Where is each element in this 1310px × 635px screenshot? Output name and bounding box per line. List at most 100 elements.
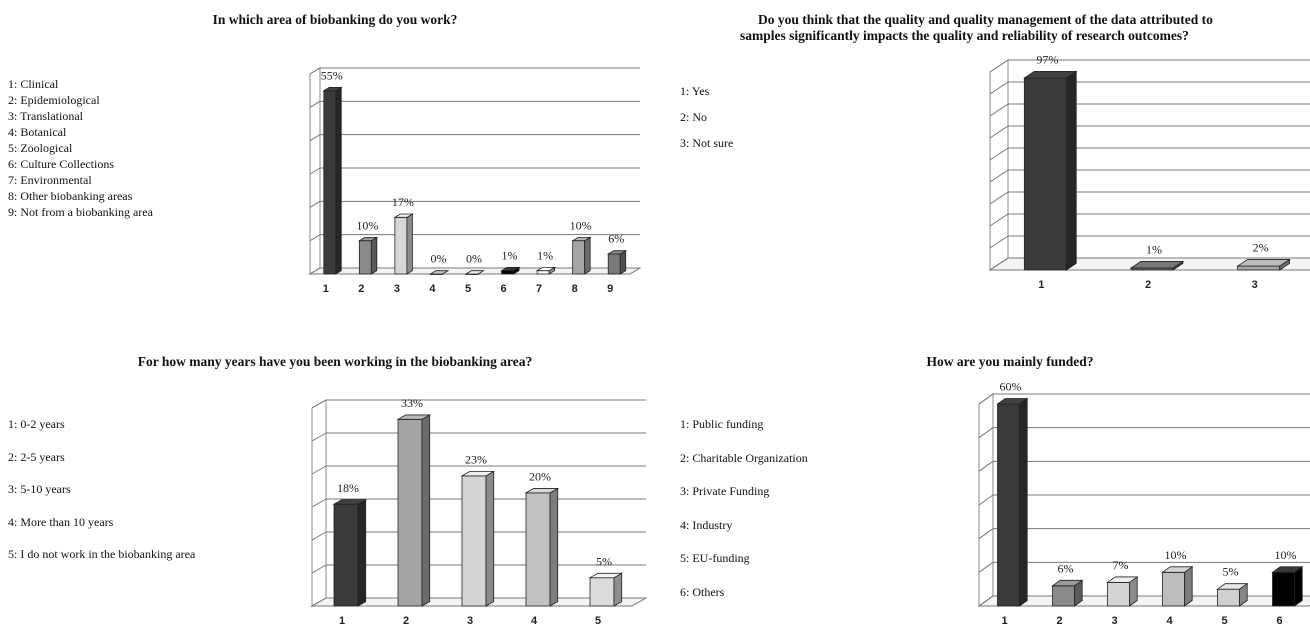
chart3-legend-entry: 1: 0-2 years <box>8 417 65 431</box>
chart3-bar-4-side <box>549 487 559 607</box>
chart2-value-label: 1% <box>1146 242 1162 256</box>
chart2-gridline-side <box>989 257 1009 271</box>
chart1-legend: 1: Clinical 2: Epidemiological 3: Translat… <box>8 76 153 220</box>
chart4-bar-5-front <box>1217 588 1240 607</box>
chart1-gridline-side <box>309 200 321 208</box>
chart3-bar-3-side <box>485 470 495 607</box>
chart1-bar-3-side <box>406 213 413 275</box>
chart1-legend-entry: 6: Culture Collections <box>8 157 114 171</box>
chart4-value-label: 7% <box>1113 558 1129 572</box>
chart1-tick-label: 1 <box>323 283 329 295</box>
chart1-gridline-side <box>309 100 321 108</box>
chart4-bar-2-front <box>1052 585 1075 607</box>
chart2-tick-label: 2 <box>1145 279 1151 291</box>
chart4-legend-entry: 4: Industry <box>680 517 733 532</box>
chart1-bar-9-side <box>619 249 627 275</box>
chart3-tick-label: 5 <box>595 615 601 627</box>
chart1-bar-9-top <box>606 250 628 255</box>
chart1-gridline-side <box>309 167 321 175</box>
chart4-bar-1-side <box>1019 397 1028 607</box>
chart1-legend-entry: 7: Environmental <box>8 173 92 187</box>
chart4-bar-6-top <box>1271 566 1304 573</box>
chart1-tick-label: 7 <box>536 283 542 295</box>
chart4-value-label: 60% <box>1000 380 1022 394</box>
chart2-side-wall <box>989 59 1009 271</box>
chart1-tick-label: 4 <box>429 283 436 295</box>
chart2-value-label: 97% <box>1036 52 1058 66</box>
chart1-legend-entry: 8: Other biobanking areas <box>8 189 133 203</box>
chart1-bar-1-front <box>323 90 337 275</box>
chart1-bar-1-top <box>322 86 343 92</box>
chart4-legend-entry: 3: Private Funding <box>680 484 770 498</box>
chart1-tick-label: 9 <box>607 283 613 295</box>
chart4-gridline-side <box>978 494 994 506</box>
chart1-value-label: 55% <box>321 68 343 82</box>
chart1-gridline-side <box>309 67 321 75</box>
chart2-bar-1-front <box>1023 77 1067 271</box>
chart2-gridline-side <box>989 125 1009 139</box>
chart4-gridline-side <box>978 427 994 439</box>
chart1-tick-label: 8 <box>572 283 578 295</box>
chart3-tick-label: 2 <box>403 615 409 627</box>
chart1-gridline-side <box>309 134 321 142</box>
chart4-tick-label: 1 <box>1001 615 1007 627</box>
chart4-legend-entry: 2: Charitable Organization <box>680 450 808 465</box>
chart3-gridline-side <box>311 564 327 574</box>
chart2-plot: 97% 1 1% 2 2% 3 <box>988 52 1310 291</box>
chart1-bar-8-side <box>584 236 591 275</box>
chart1-tick-label: 2 <box>358 283 364 295</box>
chart3-legend-entry: 2: 2-5 years <box>8 449 65 464</box>
chart1-bar-5-top <box>464 270 485 275</box>
chart2-gridline-side <box>989 81 1009 95</box>
chart1-gridline-side <box>309 234 321 242</box>
chart1-legend-entry: 2: Epidemiological <box>8 93 100 107</box>
chart4-legend-entry: 6: Others <box>680 584 725 599</box>
chart4-bar-1-top <box>996 398 1029 405</box>
chart4-bar-4-side <box>1184 566 1193 607</box>
chart4-tick-label: 3 <box>1111 615 1117 627</box>
chart3-gridline-side <box>311 531 327 541</box>
chart3-gridline-side <box>311 597 327 607</box>
chart4-bar-4-front <box>1162 571 1185 607</box>
chart3-bar-3-front <box>461 475 487 607</box>
chart2-gridline-side <box>989 213 1009 227</box>
chart1-value-label: 10% <box>356 218 378 232</box>
chart3-bar-4-front <box>525 492 551 607</box>
chart3-legend-entry: 5: I do not work in the biobanking area <box>8 547 196 561</box>
chart4-gridline-side <box>978 460 994 472</box>
chart4-legend-entry: 5: EU-funding <box>680 551 750 565</box>
chart4-bar-6-front <box>1272 571 1295 607</box>
chart1-bar-8-front <box>572 240 586 275</box>
chart2-gridline-side <box>989 191 1009 205</box>
chart3-legend-entry: 3: 5-10 years <box>8 482 71 496</box>
chart3-value-label: 5% <box>596 554 612 568</box>
chart3-bar-1-front <box>333 503 359 607</box>
chart3-bar-2-side <box>421 414 431 607</box>
chart4-gridline-side <box>978 393 994 405</box>
chart2-gridline-side <box>989 59 1009 73</box>
chart1-bar-8-top <box>571 236 592 242</box>
chart3-value-label: 33% <box>401 396 423 410</box>
chart4-value-label: 6% <box>1058 561 1074 575</box>
chart2-gridline-side <box>989 235 1009 249</box>
chart3-bar-5-side <box>613 572 623 607</box>
chart1-legend-entry: 4: Botanical <box>8 125 67 139</box>
chart4-value-label: 10% <box>1275 548 1297 562</box>
chart4-tick-label: 2 <box>1056 615 1062 627</box>
chart4-bar-5-top <box>1216 583 1249 590</box>
chart4-tick-label: 6 <box>1276 615 1282 627</box>
chart3-legend-entry: 4: More than 10 years <box>8 514 114 529</box>
chart2-gridline-side <box>989 103 1009 117</box>
chart4-bar-2-top <box>1051 579 1084 587</box>
chart1-value-label: 1% <box>537 248 553 262</box>
chart3-bar-2-top <box>396 414 432 420</box>
chart2-title-line1: Do you think that the quality and qualit… <box>758 12 1213 27</box>
chart1-legend-entry: 9: Not from a biobanking area <box>8 205 153 219</box>
chart3-plot: 18% 1 33% 2 23% 3 20% 4 5% 5 <box>310 396 648 627</box>
chart1-tick-label: 5 <box>465 283 471 295</box>
chart4-floor <box>977 595 1310 607</box>
chart1-bar-2-front <box>358 240 372 275</box>
chart4-bar-6-side <box>1294 566 1303 607</box>
chart1-bar-6-front <box>501 270 514 275</box>
chart1-value-label: 0% <box>466 252 482 266</box>
